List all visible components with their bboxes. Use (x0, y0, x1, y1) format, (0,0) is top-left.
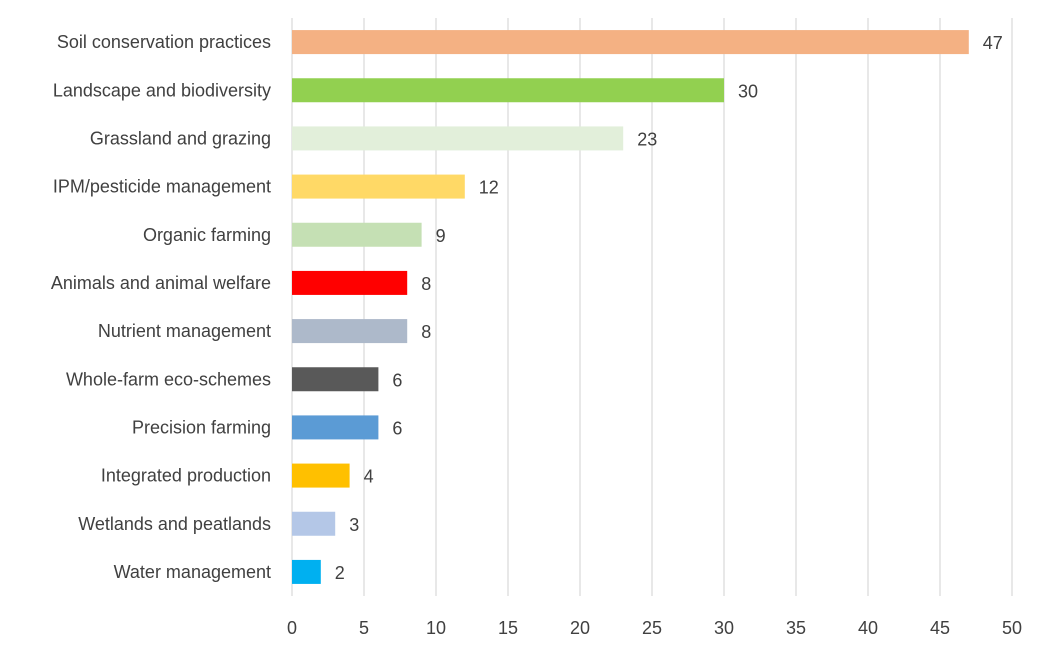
data-label: 23 (637, 129, 657, 149)
bar (292, 222, 422, 247)
bar (292, 511, 336, 536)
x-tick-label: 0 (287, 618, 297, 638)
category-label: Whole-farm eco-schemes (66, 369, 271, 389)
x-tick-label: 50 (1002, 618, 1022, 638)
data-label: 30 (738, 81, 758, 101)
data-label: 12 (479, 178, 499, 198)
x-tick-label: 10 (426, 618, 446, 638)
x-tick-label: 25 (642, 618, 662, 638)
data-label: 2 (335, 563, 345, 583)
x-axis-tick-labels: 0 5 10 15 20 25 30 35 40 45 50 (287, 618, 1022, 638)
category-label: Animals and animal welfare (51, 273, 271, 293)
x-tick-label: 5 (359, 618, 369, 638)
data-label: 47 (983, 33, 1003, 53)
category-label: Wetlands and peatlands (78, 514, 271, 534)
category-label: Grassland and grazing (90, 128, 271, 148)
data-label: 9 (436, 226, 446, 246)
category-label: Organic farming (143, 225, 271, 245)
category-label: IPM/pesticide management (53, 177, 271, 197)
value-labels: 47 30 23 12 9 8 8 6 6 4 3 2 (335, 33, 1003, 583)
bar (292, 367, 379, 392)
bar (292, 126, 624, 151)
category-label: Nutrient management (98, 321, 271, 341)
category-label: Landscape and biodiversity (53, 80, 271, 100)
x-tick-label: 20 (570, 618, 590, 638)
x-tick-label: 15 (498, 618, 518, 638)
bar (292, 270, 408, 295)
data-label: 8 (421, 274, 431, 294)
bar (292, 30, 969, 55)
data-label: 3 (349, 515, 359, 535)
bar (292, 415, 379, 440)
bar (292, 319, 408, 344)
category-label: Soil conservation practices (57, 32, 271, 52)
data-label: 8 (421, 322, 431, 342)
bar (292, 174, 465, 199)
x-tick-label: 35 (786, 618, 806, 638)
category-label: Precision farming (132, 417, 271, 437)
bars (292, 30, 969, 584)
data-label: 4 (364, 467, 374, 487)
bar (292, 78, 724, 103)
bar (292, 559, 321, 584)
category-label: Water management (114, 562, 271, 582)
x-tick-label: 45 (930, 618, 950, 638)
category-label: Integrated production (101, 466, 271, 486)
grid-lines (291, 18, 1013, 596)
category-labels: Soil conservation practices Landscape and… (51, 32, 271, 582)
data-label: 6 (392, 418, 402, 438)
x-tick-label: 40 (858, 618, 878, 638)
data-label: 6 (392, 370, 402, 390)
bar (292, 463, 350, 488)
x-tick-label: 30 (714, 618, 734, 638)
